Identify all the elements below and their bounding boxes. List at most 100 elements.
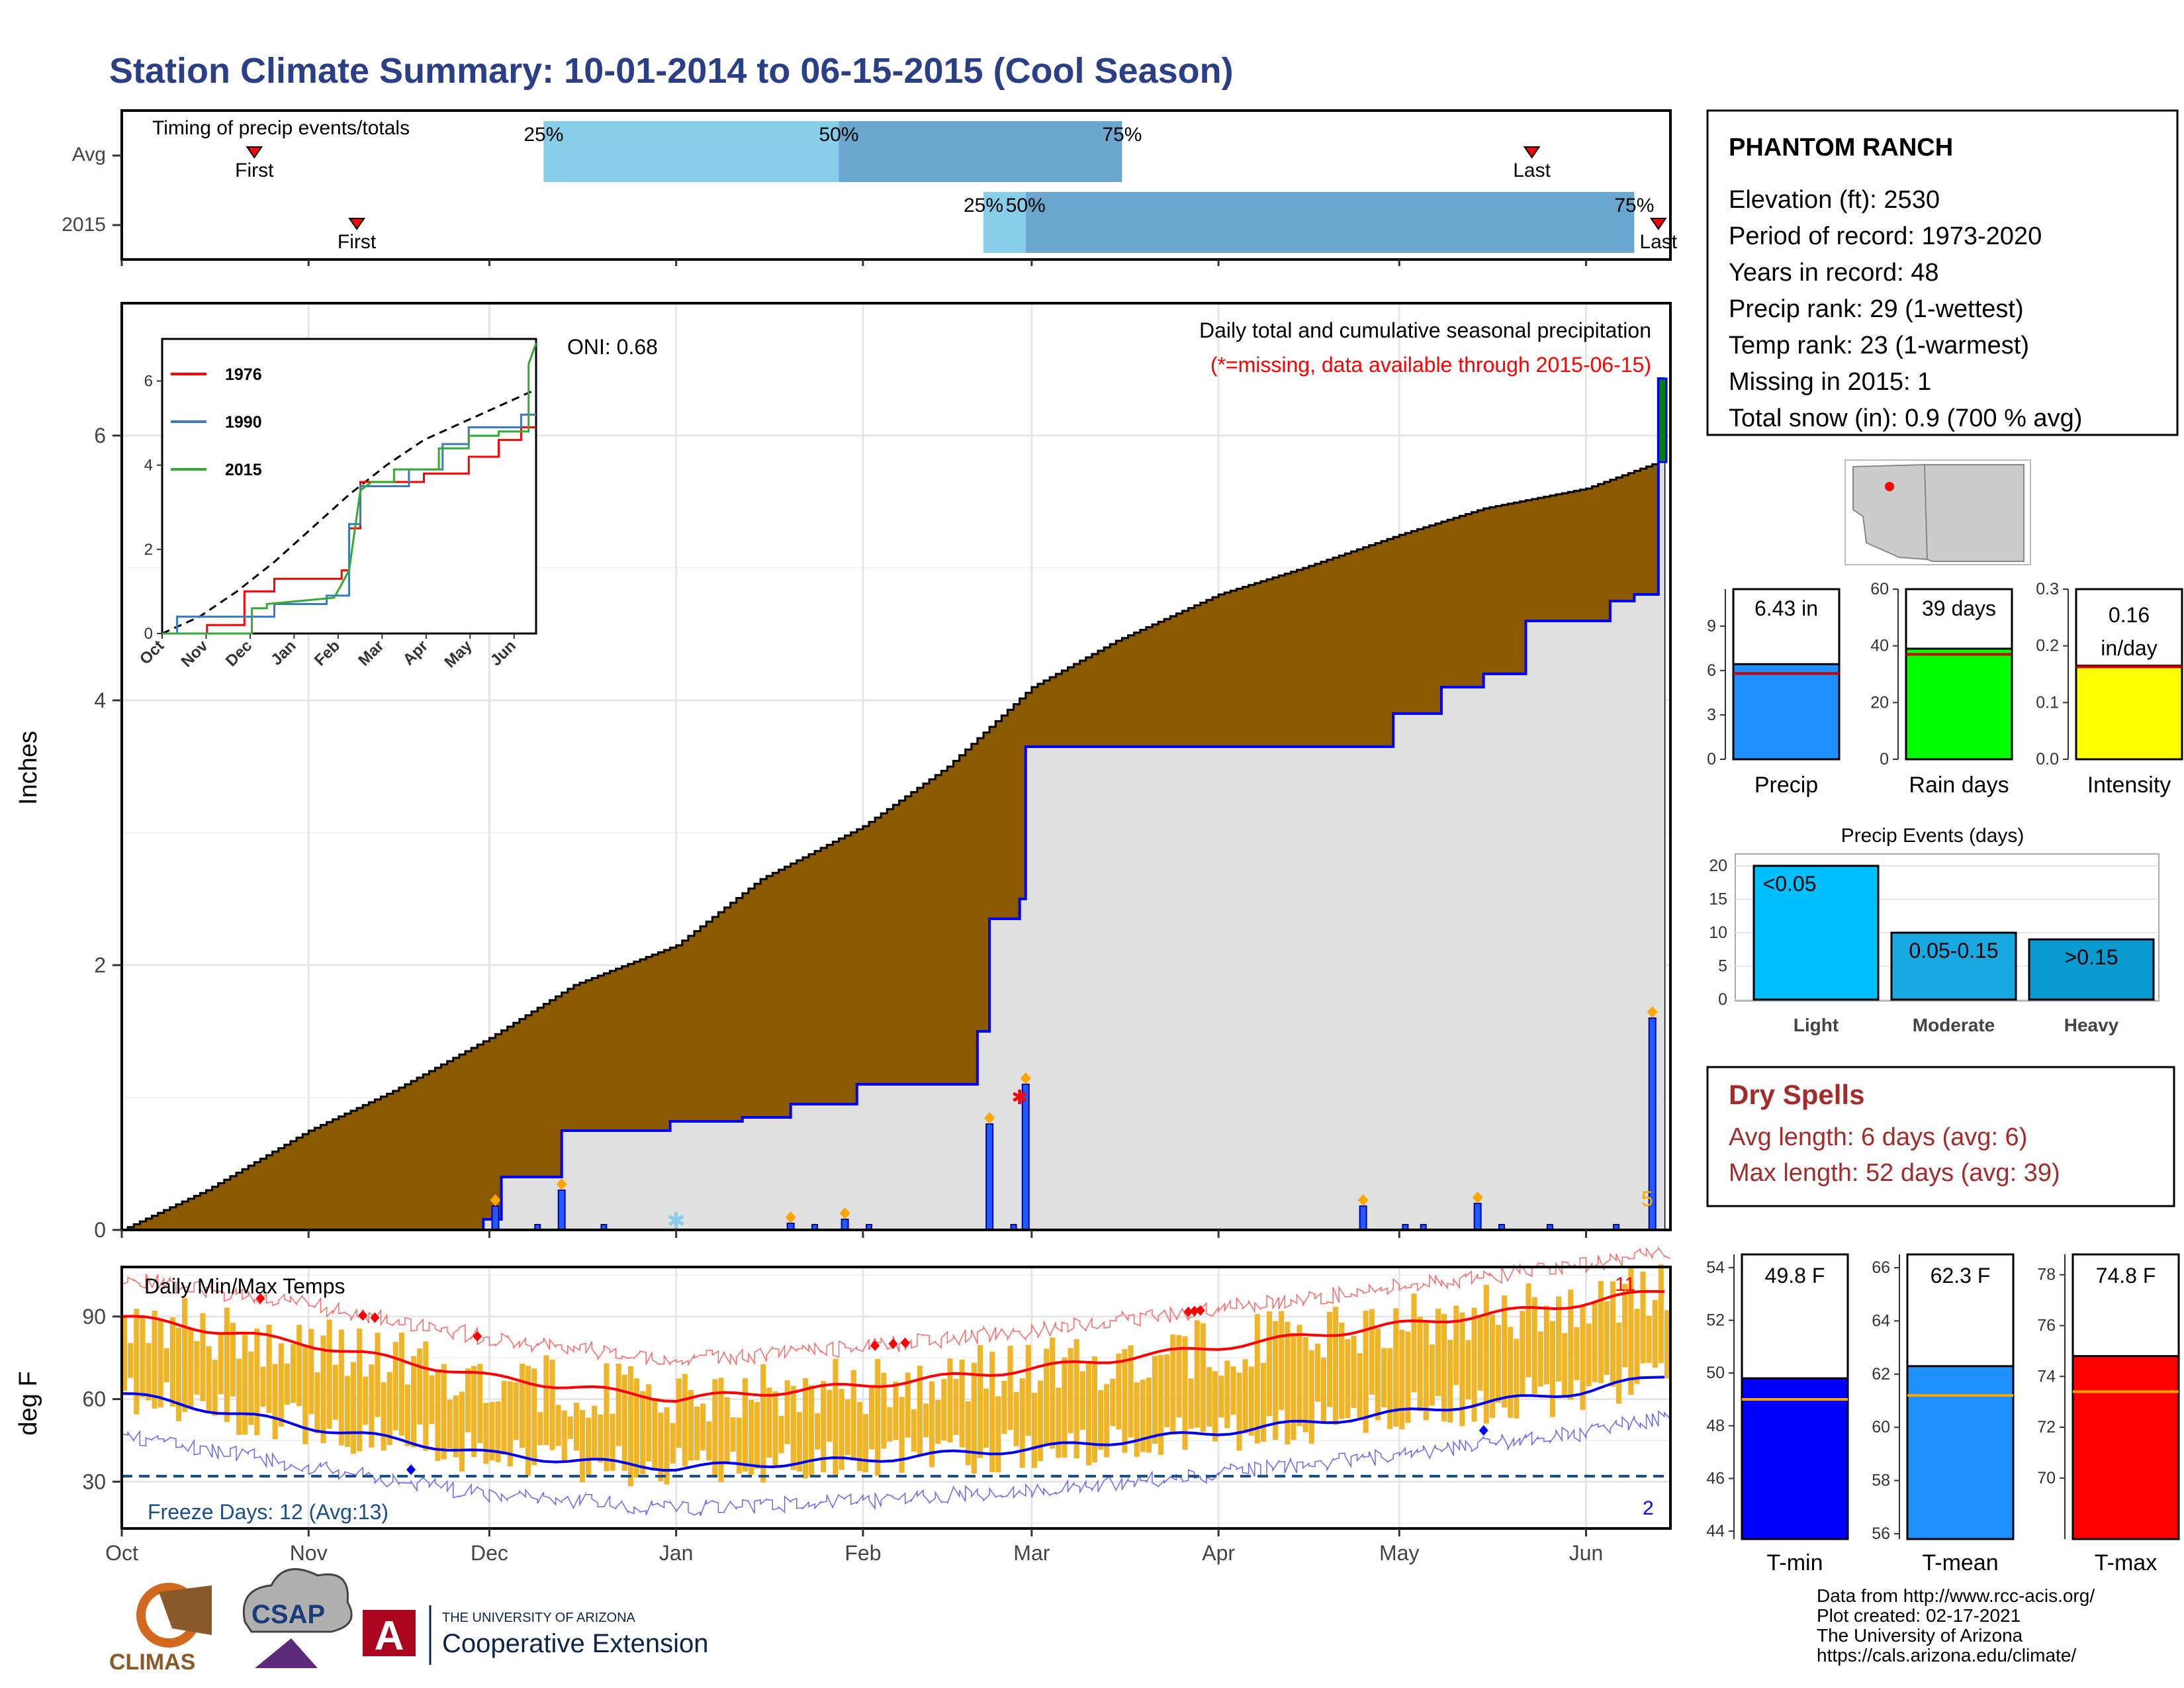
daily-temp-bar xyxy=(1369,1309,1375,1395)
daily-temp-bar xyxy=(1658,1264,1664,1364)
daily-temp-bar xyxy=(778,1415,784,1454)
daily-temp-bar xyxy=(875,1358,881,1476)
summary-bar-rain-days: 0 20 40 60 39 days Rain days xyxy=(1870,580,2013,798)
daily-temp-bar xyxy=(1525,1283,1531,1378)
daily-temp-bar xyxy=(1664,1310,1670,1379)
daily-temp-bar xyxy=(1044,1348,1050,1445)
month-label: Jun xyxy=(1569,1541,1604,1565)
daily-temp-bar xyxy=(640,1391,646,1475)
temp-summary-value xyxy=(1741,1377,1849,1540)
daily-temp-bar xyxy=(465,1368,471,1432)
daily-temp-bar xyxy=(1302,1337,1308,1432)
daily-temp-bar xyxy=(971,1362,977,1474)
daily-temp-bar xyxy=(290,1344,296,1403)
summary-bar-ytick-label: 60 xyxy=(1870,580,1889,598)
daily-temp-bar xyxy=(1068,1348,1073,1434)
daily-temp-bar xyxy=(134,1309,140,1415)
summary-bar-ytick-label: 0.0 xyxy=(2036,750,2059,769)
daily-temp-bar xyxy=(555,1405,561,1446)
daily-temp-bar xyxy=(278,1343,284,1427)
daily-temp-bar xyxy=(513,1382,519,1440)
last-y2015-label: Last xyxy=(1639,231,1677,253)
record-high-marker xyxy=(1189,1305,1199,1317)
daily-temp-bar xyxy=(1031,1392,1037,1468)
daily-temp-bar xyxy=(398,1333,404,1436)
daily-temp-bar xyxy=(1158,1354,1164,1455)
daily-temp-bar xyxy=(1308,1350,1314,1444)
logos: CLIMAS CSAP A THE UNIVERSITY OF ARIZONA … xyxy=(109,1568,708,1675)
daily-temp-bar xyxy=(1531,1297,1537,1394)
daily-temp-bar xyxy=(833,1358,839,1476)
daily-temp-bar xyxy=(712,1379,718,1476)
daily-temp-bar xyxy=(610,1413,615,1471)
daily-temp-bar xyxy=(1182,1336,1188,1450)
station-detail-line: Period of record: 1973-2020 xyxy=(1729,222,2042,250)
summary-bar-ytick-label: 9 xyxy=(1707,617,1716,635)
temp-summary-ytick-label: 48 xyxy=(1706,1417,1725,1435)
summary-bar-ytick-label: 0.2 xyxy=(2036,637,2059,655)
quartile-label-y2015-1: 25% xyxy=(964,195,1003,216)
csap-logo-text: CSAP xyxy=(251,1600,325,1629)
daily-temp-bar xyxy=(573,1403,579,1451)
daily-temp-bar xyxy=(899,1397,905,1473)
daily-temp-bar xyxy=(507,1381,513,1467)
quartile-label-y2015-2: 50% xyxy=(1006,195,1046,216)
daily-precip-bar xyxy=(557,1190,566,1231)
temp-summary-ytick-label: 52 xyxy=(1706,1311,1725,1330)
freeze-note: Freeze Days: 12 (Avg:13) xyxy=(148,1500,388,1524)
daily-temp-bar xyxy=(314,1372,320,1434)
daily-temp-bar xyxy=(1465,1340,1471,1399)
temp-summary-ytick-label: 72 xyxy=(2037,1418,2056,1436)
daily-temp-bar xyxy=(188,1329,194,1409)
inset-legend-label: 1990 xyxy=(225,413,262,432)
daily-precip-marker xyxy=(1357,1194,1369,1206)
inset-ytick-label: 2 xyxy=(144,541,153,559)
daily-temp-bar xyxy=(152,1310,158,1409)
daily-temp-bar xyxy=(1110,1378,1116,1427)
daily-temp-bar xyxy=(1423,1320,1429,1421)
daily-temp-bar xyxy=(1164,1354,1170,1428)
page-title: Station Climate Summary: 10-01-2014 to 0… xyxy=(109,51,1234,91)
daily-temp-bar xyxy=(989,1352,995,1472)
temp-summary-t-min: 44 46 48 50 52 54 49.8 F T-min xyxy=(1706,1253,1849,1575)
daily-temp-bar xyxy=(1543,1305,1549,1385)
daily-temp-bar xyxy=(140,1315,146,1397)
daily-temp-bar xyxy=(700,1403,706,1451)
quartile-label-avg-1: 25% xyxy=(523,124,563,146)
daily-temp-bar xyxy=(254,1329,260,1436)
ua-logo-letter: A xyxy=(375,1613,404,1659)
daily-temp-bar xyxy=(1417,1317,1423,1411)
daily-temp-bar xyxy=(561,1410,567,1462)
daily-temp-bar xyxy=(893,1382,899,1440)
footer-line: https://cals.arizona.edu/climate/ xyxy=(1817,1645,2076,1665)
timing-axis xyxy=(113,154,1588,266)
daily-temp-bar xyxy=(163,1348,169,1383)
daily-temp-bar xyxy=(1586,1323,1592,1387)
daily-temp-bar xyxy=(856,1401,862,1472)
station-detail-line: Elevation (ft): 2530 xyxy=(1729,186,1940,214)
daily-temp-bar xyxy=(169,1317,175,1407)
daily-temp-bar xyxy=(1339,1323,1345,1419)
daily-temp-bar xyxy=(375,1333,381,1417)
daily-temp-bar xyxy=(1116,1353,1122,1430)
temp-summary-ytick-label: 70 xyxy=(2037,1469,2056,1487)
daily-temp-bar xyxy=(983,1388,989,1448)
temp-ytick-label: 60 xyxy=(82,1387,106,1411)
daily-temp-bar xyxy=(808,1385,815,1476)
daily-temp-bar xyxy=(579,1409,586,1483)
daily-temp-bar xyxy=(128,1342,134,1378)
daily-temp-bar xyxy=(543,1355,549,1445)
daily-temp-bar xyxy=(796,1412,802,1472)
summary-bar-ytick-label: 20 xyxy=(1870,693,1889,712)
quartile-bar-avg-25-50 xyxy=(543,121,839,182)
daily-temp-bar xyxy=(567,1416,573,1439)
daily-temp-bar xyxy=(284,1363,290,1405)
events-bar-moderate xyxy=(1890,931,2017,1001)
quartile-label-avg-2: 50% xyxy=(819,124,858,146)
daily-temp-bar xyxy=(1345,1338,1351,1419)
daily-temp-bar xyxy=(1393,1308,1399,1427)
daily-temp-bar xyxy=(1170,1334,1176,1434)
temp-ylabel: deg F xyxy=(15,1371,42,1435)
daily-temp-bar xyxy=(802,1378,808,1479)
